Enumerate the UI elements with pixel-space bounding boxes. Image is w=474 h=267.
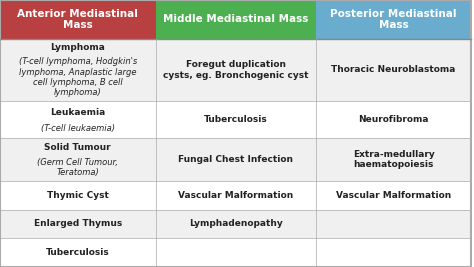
FancyBboxPatch shape: [0, 0, 155, 39]
FancyBboxPatch shape: [316, 138, 471, 181]
Text: Tuberculosis: Tuberculosis: [204, 115, 267, 124]
Text: Posterior Mediastinal
Mass: Posterior Mediastinal Mass: [330, 9, 457, 30]
FancyBboxPatch shape: [0, 138, 155, 181]
Text: Leukaemia: Leukaemia: [50, 108, 105, 117]
Text: Lymphadenopathy: Lymphadenopathy: [189, 219, 283, 228]
Text: Thymic Cyst: Thymic Cyst: [47, 191, 109, 200]
FancyBboxPatch shape: [316, 210, 471, 238]
Text: Foregut duplication
cysts, eg. Bronchogenic cyst: Foregut duplication cysts, eg. Bronchoge…: [163, 60, 309, 80]
Text: (T-cell leukaemia): (T-cell leukaemia): [41, 124, 115, 134]
FancyBboxPatch shape: [155, 0, 316, 39]
FancyBboxPatch shape: [0, 181, 155, 210]
FancyBboxPatch shape: [0, 210, 155, 238]
Text: (T-cell lymphoma, Hodgkin's
lymphoma, Anaplastic large
cell lymphoma, B cell
lym: (T-cell lymphoma, Hodgkin's lymphoma, An…: [18, 57, 137, 97]
FancyBboxPatch shape: [0, 101, 155, 138]
Text: Vascular Malformation: Vascular Malformation: [336, 191, 451, 200]
FancyBboxPatch shape: [316, 39, 471, 101]
FancyBboxPatch shape: [0, 238, 155, 267]
FancyBboxPatch shape: [316, 238, 471, 267]
FancyBboxPatch shape: [316, 0, 471, 39]
Text: Enlarged Thymus: Enlarged Thymus: [34, 219, 122, 228]
FancyBboxPatch shape: [155, 210, 316, 238]
Text: Fungal Chest Infection: Fungal Chest Infection: [178, 155, 293, 164]
Text: Middle Mediastinal Mass: Middle Mediastinal Mass: [163, 14, 309, 24]
Text: Extra-medullary
haematopoiesis: Extra-medullary haematopoiesis: [353, 150, 435, 169]
FancyBboxPatch shape: [155, 181, 316, 210]
FancyBboxPatch shape: [155, 238, 316, 267]
Text: Tuberculosis: Tuberculosis: [46, 248, 109, 257]
FancyBboxPatch shape: [155, 138, 316, 181]
Text: Neurofibroma: Neurofibroma: [358, 115, 429, 124]
FancyBboxPatch shape: [316, 101, 471, 138]
Text: Anterior Mediastinal
Mass: Anterior Mediastinal Mass: [18, 9, 138, 30]
FancyBboxPatch shape: [155, 39, 316, 101]
FancyBboxPatch shape: [316, 181, 471, 210]
FancyBboxPatch shape: [155, 101, 316, 138]
Text: (Germ Cell Tumour,
Teratoma): (Germ Cell Tumour, Teratoma): [37, 158, 118, 177]
Text: Vascular Malformation: Vascular Malformation: [178, 191, 293, 200]
Text: Solid Tumour: Solid Tumour: [45, 143, 111, 152]
Text: Thoracic Neuroblastoma: Thoracic Neuroblastoma: [331, 65, 456, 74]
Text: Lymphoma: Lymphoma: [50, 43, 105, 52]
FancyBboxPatch shape: [0, 39, 155, 101]
